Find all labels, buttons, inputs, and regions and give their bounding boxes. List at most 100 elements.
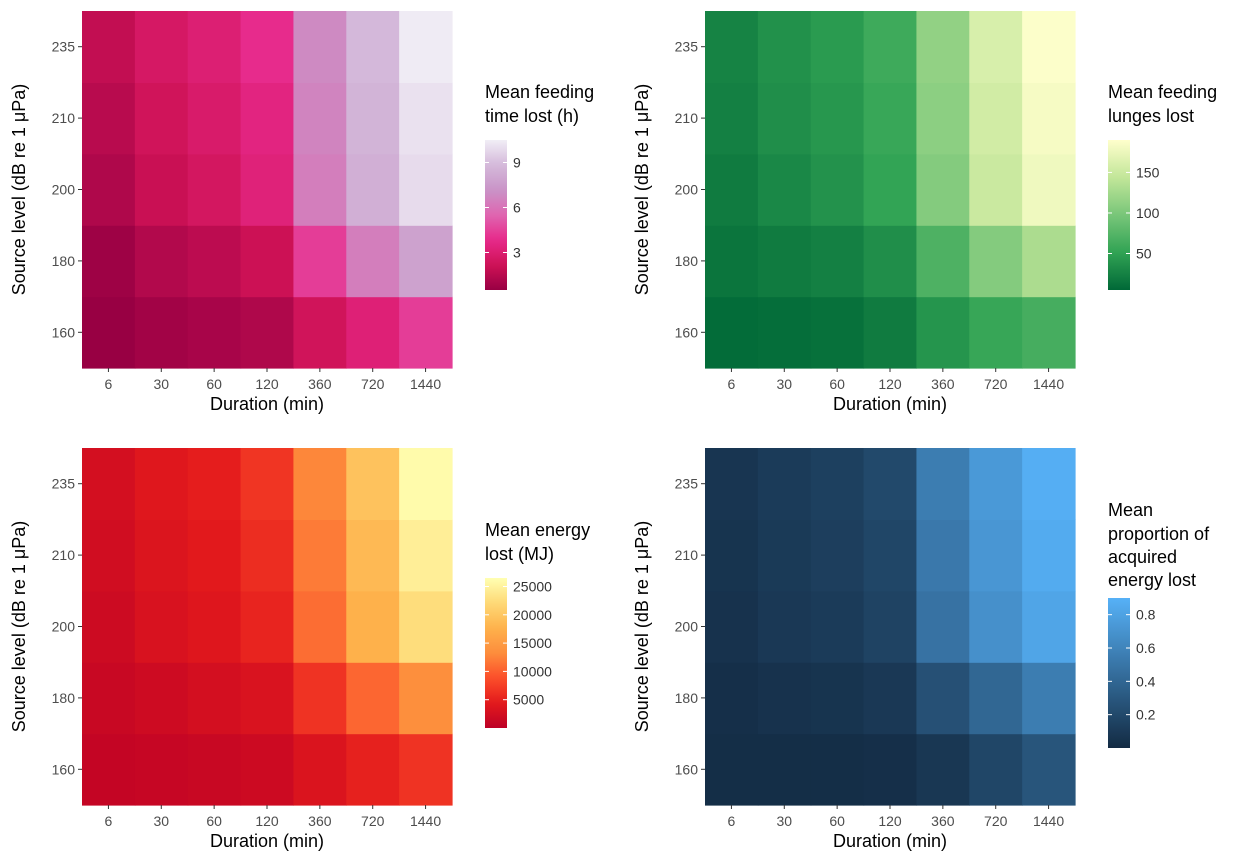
heatmap-cell [863,153,918,226]
x-axis-title: Duration (min) [210,831,324,851]
heatmap-cell [399,733,453,806]
heatmap-cell [134,82,189,155]
heatmap-cell [969,82,1023,155]
heatmap-cell [916,448,970,520]
y-tick-label: 200 [675,182,699,198]
heatmap-cell [346,153,400,226]
heatmap-cell [863,296,918,369]
x-tick-label: 6 [728,376,736,392]
heatmap-cell [82,733,136,806]
heatmap-cell [134,519,189,592]
heatmap-cell [757,590,812,663]
y-tick-label: 235 [675,39,699,55]
heatmap-cell [969,225,1023,298]
heatmap-cell [916,519,970,592]
colorbar-tick-label: 0.6 [1136,640,1156,656]
heatmap-cell [82,448,136,520]
heatmap-cell [810,296,865,369]
heatmap-cell [240,225,295,298]
heatmap-cell [82,153,136,226]
heatmap-cell [293,225,347,298]
legend-title-line: energy lost [1108,570,1196,590]
heatmap-cell [863,733,918,806]
heatmap-cell [705,590,759,663]
heatmap-cell [969,153,1023,226]
heatmap-cell [757,733,812,806]
heatmap-panel-proportion-energy: 160 180 200 210 235 6 30 60 120 360 720 1440 Duratio… [623,437,1235,861]
heatmap-cell [293,296,347,369]
y-tick-label: 200 [675,619,699,635]
heatmap-cell [1022,448,1076,520]
heatmap-cell [82,519,136,592]
heatmap-panel-feeding-time: 160 180 200 210 235 6 30 60 120 360 720 1440 Duratio… [0,0,612,424]
heatmap-cell [705,11,759,83]
y-tick-label: 160 [675,761,699,777]
heatmap-cell [346,590,400,663]
x-tick-label: 60 [829,376,845,392]
colorbar-tick-label: 150 [1136,164,1160,180]
heatmap-cell [240,733,295,806]
heatmap-cell [399,519,453,592]
heatmap-cell [810,225,865,298]
heatmap-cell [916,733,970,806]
heatmap-cell [810,448,865,520]
x-tick-label: 1440 [410,376,441,392]
heatmap-cell [134,590,189,663]
heatmap-cell [810,153,865,226]
heatmap-cell [293,662,347,735]
heatmap-cell [705,448,759,520]
heatmap-cells [82,448,453,806]
heatmap-cell [705,733,759,806]
heatmap-cell [705,225,759,298]
heatmap-cell [187,590,242,663]
heatmap-cell [1022,296,1076,369]
heatmap-cell [1022,11,1076,83]
heatmap-cell [240,662,295,735]
heatmap-cell [134,733,189,806]
y-axis-title: Source level (dB re 1 μPa) [9,521,29,732]
heatmap-cell [346,11,400,83]
heatmap-panel-energy-lost: 160 180 200 210 235 6 30 60 120 360 720 1440 Duratio… [0,437,612,861]
x-tick-label: 360 [308,813,332,829]
heatmap-cell [810,519,865,592]
x-tick-label: 30 [153,376,169,392]
heatmap-cell [810,662,865,735]
colorbar-tick-label: 0.4 [1136,673,1156,689]
heatmap-cell [399,662,453,735]
heatmap-svg: 160 180 200 210 235 6 30 60 120 360 720 1440 Duratio… [632,11,1217,414]
colorbar-tick-label: 15000 [513,635,552,651]
heatmap-cell [916,11,970,83]
heatmap-cell [1022,225,1076,298]
heatmap-cell [757,82,812,155]
heatmap-cell [969,519,1023,592]
x-tick-label: 120 [255,376,279,392]
legend-title-line: lost (MJ) [485,544,554,564]
heatmap-cell [399,590,453,663]
heatmap-cell [187,153,242,226]
heatmap-cell [705,662,759,735]
y-tick-label: 160 [52,761,76,777]
heatmap-cell [863,590,918,663]
heatmap-cell [134,225,189,298]
x-tick-label: 1440 [1033,813,1064,829]
x-tick-label: 30 [776,813,792,829]
heatmap-cell [187,11,242,83]
heatmap-cell [916,82,970,155]
heatmap-cell [757,225,812,298]
y-tick-label: 200 [52,182,76,198]
y-tick-label: 210 [52,110,76,126]
heatmap-cell [757,11,812,83]
heatmap-cell [82,590,136,663]
x-tick-label: 360 [931,813,955,829]
colorbar-legend: Mean proportion of acquired energy lost 0.2 0… [1108,500,1210,748]
x-tick-label: 720 [361,376,385,392]
heatmap-cell [346,519,400,592]
y-tick-label: 235 [675,476,699,492]
x-tick-label: 720 [361,813,385,829]
heatmap-cell [187,662,242,735]
colorbar-tick-label: 9 [513,155,521,171]
colorbar-tick-label: 0.2 [1136,707,1156,723]
colorbar [485,140,507,290]
heatmap-cell [134,153,189,226]
heatmap-cell [293,153,347,226]
